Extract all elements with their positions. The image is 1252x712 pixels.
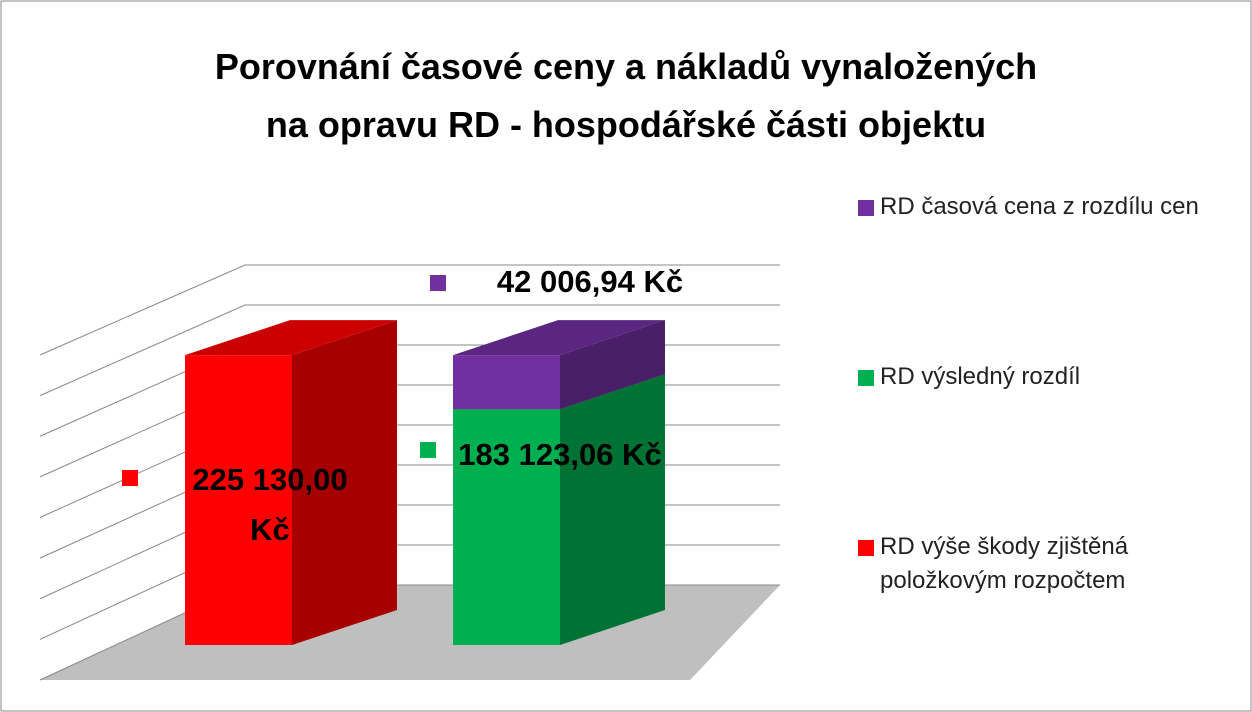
bar-top [185,320,397,356]
bar-side [292,320,397,645]
grid-line [39,264,780,356]
bar-side [560,320,665,410]
chart-title: Porovnání časové ceny a nákladů vynalože… [214,46,1038,145]
data-label: 42 006,94 Kč [496,264,684,299]
data-label-key [430,275,446,291]
data-label-key [122,470,138,486]
legend-label: RD výše škody zjištěná položkovým rozpoč… [880,533,1129,594]
data-label: 225 130,00 Kč [192,462,348,547]
bar [453,355,560,410]
legend-key [858,200,874,216]
legend-label: RD výsledný rozdíl [880,363,1081,390]
bar [185,355,292,645]
data-label-key [420,442,436,458]
legend-key [858,540,874,556]
bar-side [560,374,665,645]
bar [453,409,560,645]
grid-line [39,304,780,397]
legend-label: RD časová cena z rozdílu cen [880,193,1199,220]
legend-key [858,370,874,386]
bar-top [453,320,665,356]
data-label: 183 123,06 Kč [458,437,662,472]
